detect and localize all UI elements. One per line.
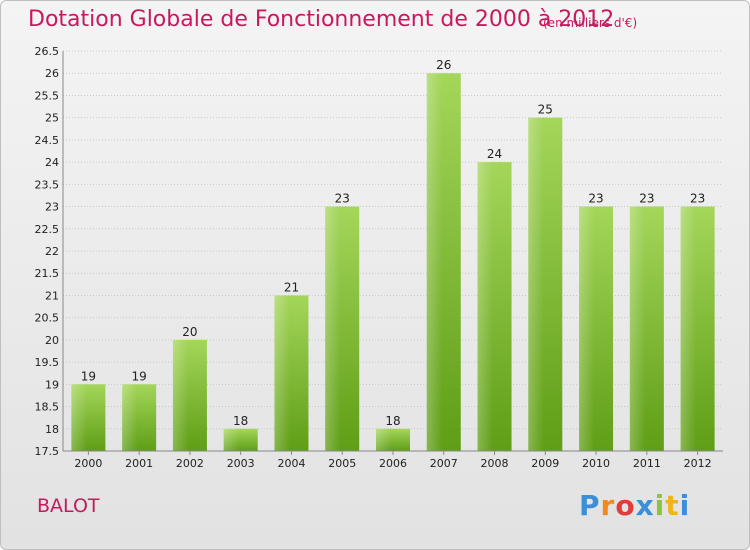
x-tick-label: 2009 <box>531 457 559 470</box>
bar-highlight <box>71 384 87 451</box>
commune-name: BALOT <box>37 495 100 517</box>
y-tick-label: 26.5 <box>35 45 60 58</box>
x-tick-label: 2004 <box>277 457 305 470</box>
y-tick-label: 25.5 <box>35 89 60 102</box>
x-axis: 2000 2001 2002 2003 2004 2005 2006 2007 2008 2009… <box>63 450 723 470</box>
x-tick-label: 2010 <box>582 457 610 470</box>
y-tick-label: 25 <box>45 112 59 125</box>
bar-highlight <box>223 428 239 451</box>
data-label: 24 <box>487 147 502 161</box>
logo-letter: r <box>600 489 616 522</box>
bar-highlight <box>122 384 138 451</box>
x-tick-label: 2005 <box>328 457 356 470</box>
chart-subtitle: (en milliers d'€) <box>543 16 638 30</box>
data-label: 20 <box>182 325 197 339</box>
logo-letter: i <box>654 489 666 522</box>
data-label: 18 <box>385 414 400 428</box>
data-label: 21 <box>284 280 299 294</box>
grid-lines <box>63 50 723 452</box>
x-tick-label: 2007 <box>430 457 458 470</box>
y-tick-label: 24 <box>45 156 59 169</box>
y-tick-label: 17.5 <box>35 445 60 458</box>
bar-highlight <box>579 206 595 451</box>
x-tick-label: 2006 <box>379 457 407 470</box>
bar-highlight <box>325 206 341 451</box>
logo-letter: o <box>615 489 636 522</box>
data-labels: 19 19 20 18 21 23 18 26 24 25 23 23 23 <box>81 58 706 428</box>
data-label: 23 <box>335 192 350 206</box>
x-tick-label: 2008 <box>481 457 509 470</box>
y-tick-label: 20 <box>45 334 59 347</box>
logo-letter: t <box>665 489 680 522</box>
data-label: 19 <box>81 369 96 383</box>
y-tick-label: 22.5 <box>35 223 60 236</box>
data-label: 23 <box>690 192 705 206</box>
y-tick-label: 18.5 <box>35 401 60 414</box>
logo-letter: i <box>679 489 691 522</box>
bar-highlight <box>274 295 290 451</box>
bar-highlight <box>426 73 443 451</box>
data-label: 23 <box>639 192 654 206</box>
data-label: 23 <box>588 192 603 206</box>
chart-title: Dotation Globale de Fonctionnement de 20… <box>28 7 615 32</box>
logo-letter: P <box>579 489 601 522</box>
y-tick-label: 24.5 <box>35 134 60 147</box>
data-label: 25 <box>538 103 553 117</box>
x-tick-label: 2002 <box>176 457 204 470</box>
bars <box>71 73 715 452</box>
y-tick-label: 26 <box>45 67 59 80</box>
bar-highlight <box>172 339 189 451</box>
data-label: 18 <box>233 414 248 428</box>
y-tick-label: 20.5 <box>35 312 60 325</box>
x-tick-label: 2003 <box>227 457 255 470</box>
bar-highlight <box>376 428 392 451</box>
bar-highlight <box>528 117 544 452</box>
y-tick-label: 21.5 <box>35 267 60 280</box>
y-tick-label: 23.5 <box>35 178 60 191</box>
x-tick-label: 2000 <box>74 457 102 470</box>
y-tick-label: 21 <box>45 289 59 302</box>
bar-highlight <box>477 162 493 451</box>
y-tick-label: 19 <box>45 378 59 391</box>
bar-highlight <box>629 206 646 451</box>
y-tick-label: 19.5 <box>35 356 60 369</box>
y-axis: 17.5 18 18.5 19 19.5 20 20.5 21 21.5 22 22.5 23 23.5… <box>35 45 64 458</box>
y-tick-label: 18 <box>45 423 59 436</box>
proxiti-logo: Proxiti <box>579 489 690 522</box>
x-tick-label: 2011 <box>633 457 661 470</box>
data-label: 26 <box>436 58 451 72</box>
x-tick-label: 2001 <box>125 457 153 470</box>
y-tick-label: 23 <box>45 201 59 214</box>
x-tick-label: 2012 <box>684 457 712 470</box>
data-label: 19 <box>132 369 147 383</box>
logo-letter: x <box>635 489 655 522</box>
y-tick-label: 22 <box>45 245 59 258</box>
bar-highlight <box>680 206 696 451</box>
